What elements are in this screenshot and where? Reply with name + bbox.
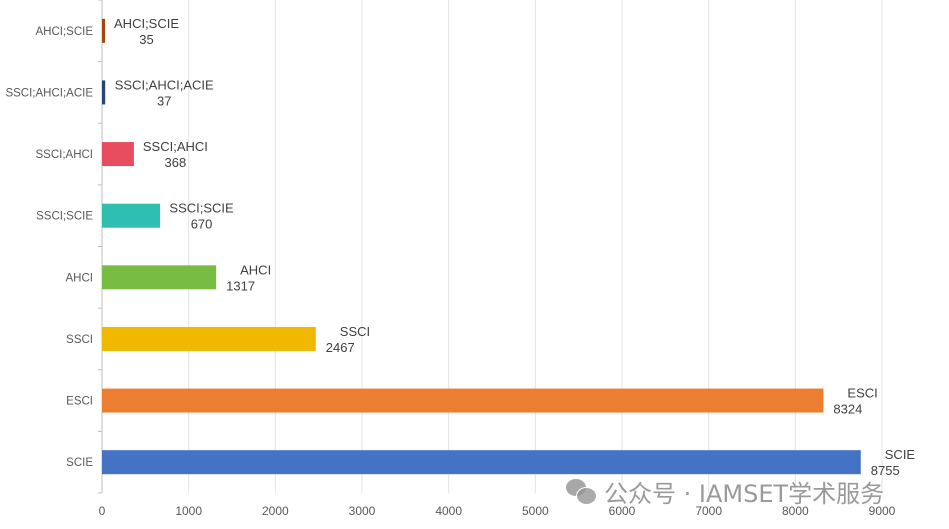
- y-tick-label: SSCI;SCIE: [36, 211, 93, 223]
- bar-ahci: [102, 265, 217, 290]
- x-tick-label: 6000: [609, 504, 636, 518]
- bar-scie: [102, 450, 861, 475]
- data-label-value: 35: [139, 32, 153, 47]
- data-label-category: AHCI: [240, 262, 271, 277]
- data-label-category: SSCI;SCIE: [169, 201, 234, 216]
- bar-ssci-scie: [102, 203, 161, 228]
- data-label-category: AHCI;SCIE: [114, 16, 179, 31]
- x-tick-label: 1000: [175, 504, 202, 518]
- data-label-category: SSCI: [340, 324, 370, 339]
- x-tick-label: 4000: [435, 504, 462, 518]
- bar-ahci-scie: [102, 18, 106, 43]
- data-label-value: 368: [165, 155, 187, 170]
- data-label-value: 37: [157, 93, 171, 108]
- x-tick-label: 2000: [262, 504, 289, 518]
- wechat-icon: [566, 478, 597, 505]
- watermark-text: 公众号 · IAMSET学术服务: [604, 480, 885, 508]
- y-tick-label: ESCI: [66, 396, 93, 408]
- bar-ssci-ahci: [102, 142, 134, 167]
- y-tick-label: SSCI;AHCI;ACIE: [5, 87, 93, 99]
- y-tick-label: SCIE: [66, 457, 93, 469]
- watermark: 公众号 · IAMSET学术服务: [566, 474, 884, 509]
- y-tick-label: AHCI;SCIE: [35, 26, 93, 38]
- x-tick-label: 7000: [695, 504, 722, 518]
- bar-esci: [102, 388, 824, 413]
- data-label-category: ESCI: [847, 386, 877, 401]
- x-tick-label: 9000: [869, 504, 896, 518]
- data-label-value: 670: [191, 217, 213, 232]
- x-tick-label: 8000: [782, 504, 809, 518]
- y-tick-label: AHCI: [66, 272, 93, 284]
- bar-ssci: [102, 326, 316, 351]
- data-label-value: 2467: [326, 340, 355, 355]
- bar-ssci-ahci-acie: [102, 80, 106, 105]
- data-label-category: SSCI;AHCI: [143, 139, 208, 154]
- data-label-category: SSCI;AHCI;ACIE: [115, 77, 214, 92]
- x-tick-label: 0: [99, 504, 106, 518]
- y-tick-label: SSCI;AHCI: [35, 149, 93, 161]
- data-label-value: 8755: [871, 463, 900, 478]
- y-tick-label: SSCI: [66, 334, 93, 346]
- x-tick-label: 3000: [349, 504, 376, 518]
- data-label-category: SCIE: [885, 447, 916, 462]
- data-label-value: 1317: [226, 278, 255, 293]
- data-label-value: 8324: [833, 402, 862, 417]
- x-tick-label: 5000: [522, 504, 549, 518]
